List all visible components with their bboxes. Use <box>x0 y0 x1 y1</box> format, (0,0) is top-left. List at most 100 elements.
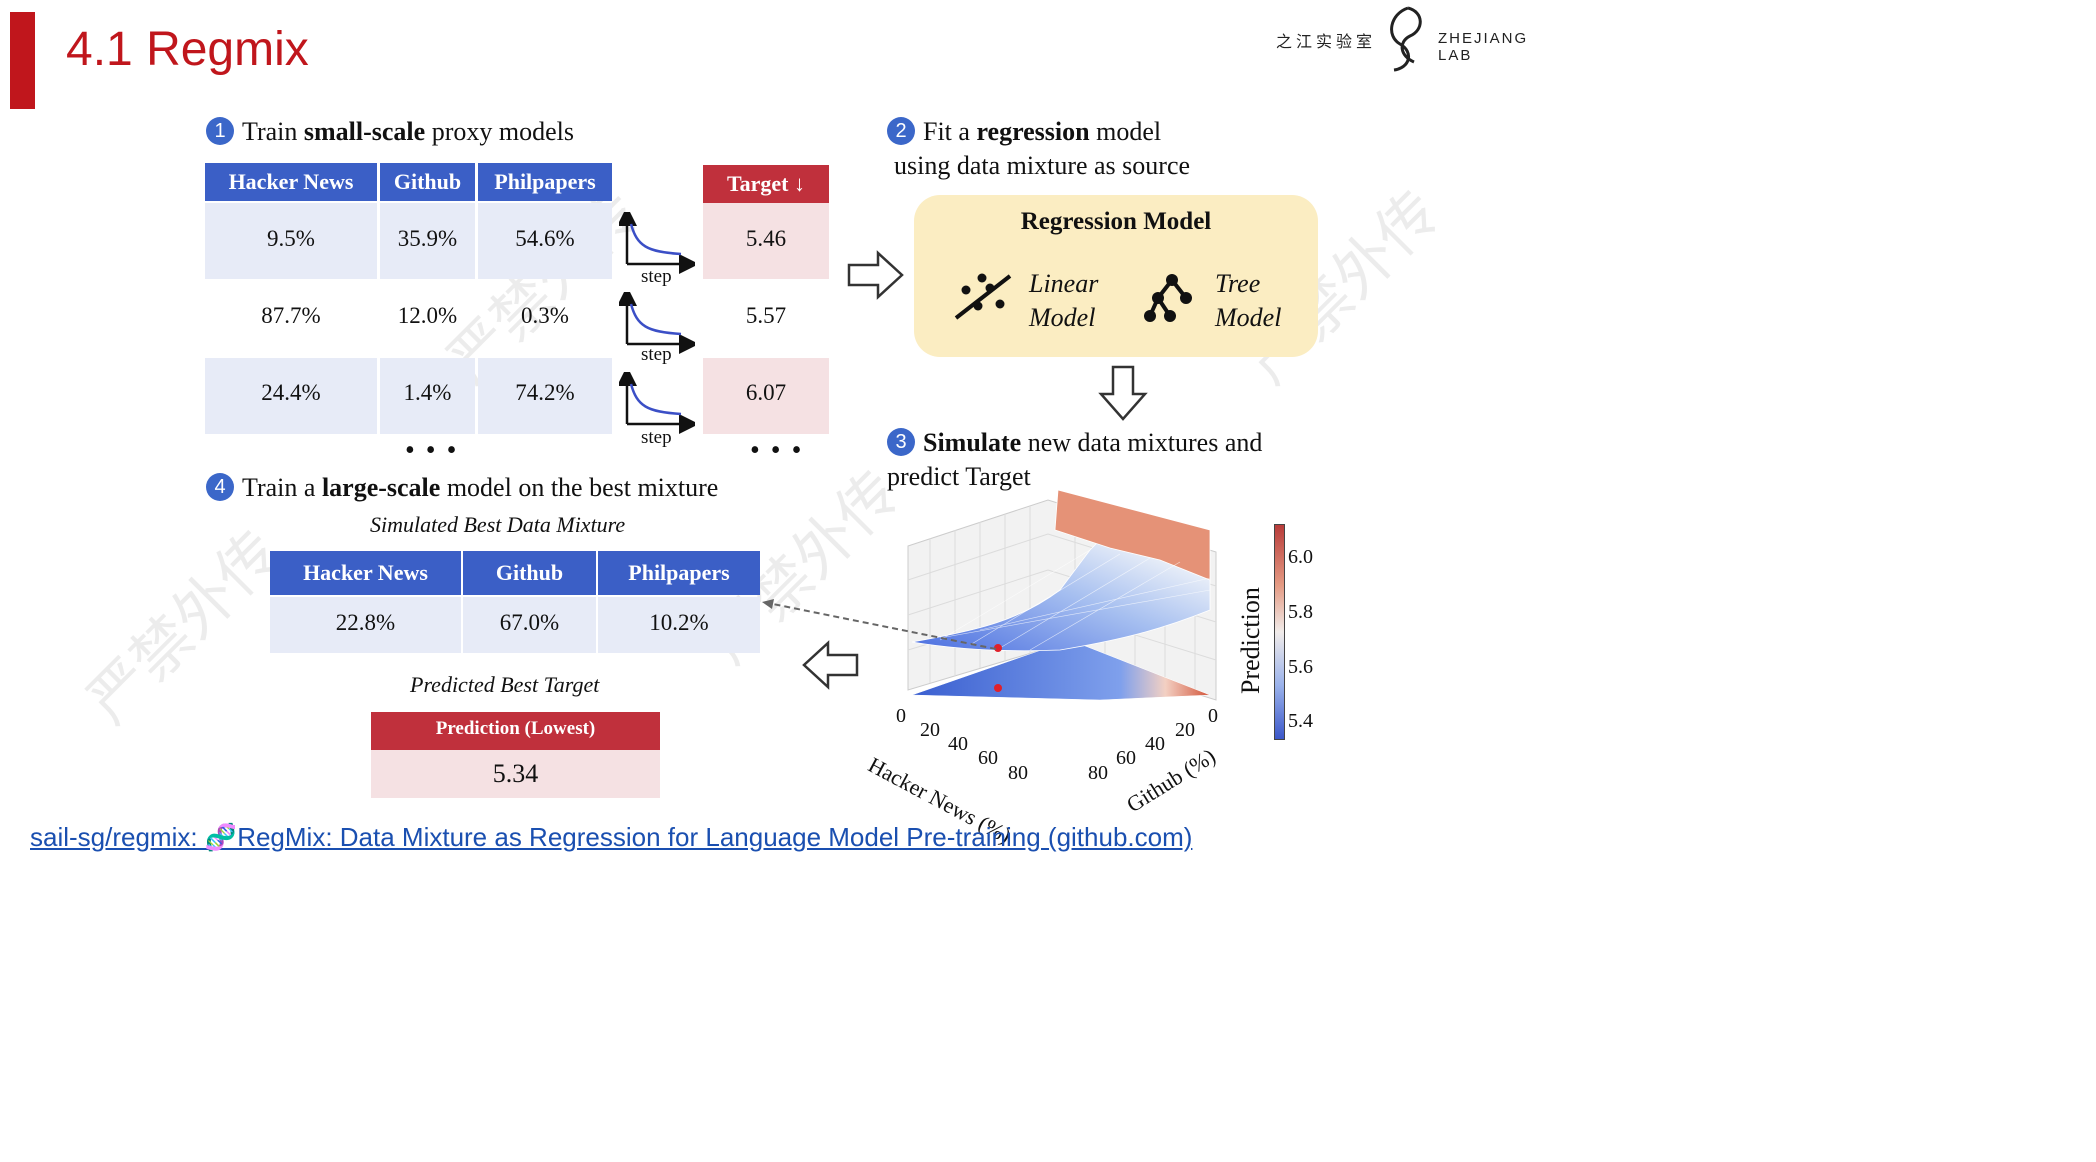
table4-header-github: Github <box>463 551 596 595</box>
table-cell-bg <box>205 358 377 434</box>
table-row-3-target: 6.07 <box>745 380 787 405</box>
colorbar-tick: 6.0 <box>1288 546 1313 568</box>
step-axis-label: step <box>641 427 672 448</box>
step-number-badge: 3 <box>887 428 915 456</box>
table-row-1-hacker-news: 9.5% <box>267 226 315 251</box>
step3-heading: 3 Simulate new data mixtures and <box>887 428 1262 458</box>
table-cell-bg <box>478 203 612 279</box>
watermark: 严禁外传 <box>75 519 293 736</box>
linear-model-label: Linear Model <box>1029 267 1098 335</box>
tree-model-label: Tree Model <box>1215 267 1281 335</box>
simulated-mixture-caption: Simulated Best Data Mixture <box>370 512 626 537</box>
step1-heading: 1 Train small-scale proxy models <box>206 117 574 147</box>
y-tick: 0 <box>1208 705 1218 727</box>
table-cell-bg <box>205 203 377 279</box>
table-row-2-github: 12.0% <box>397 303 458 328</box>
step2-heading: 2 Fit a regression model <box>887 117 1161 147</box>
best-mixture-philpapers: 10.2% <box>649 610 709 635</box>
y-tick: 20 <box>1175 719 1195 741</box>
y-tick: 60 <box>1116 747 1136 769</box>
colorbar-tick: 5.8 <box>1288 601 1313 623</box>
table4-header-philpapers: Philpapers <box>598 551 760 595</box>
step2-subheading: using data mixture as source <box>894 151 1191 180</box>
table-cell-bg <box>380 358 475 434</box>
table1-header-hacker-news: Hacker News <box>205 163 377 201</box>
decision-tree-icon <box>1144 274 1192 322</box>
prediction-surface-plot <box>907 490 1217 701</box>
step3-subheading: predict Target <box>887 462 1031 491</box>
best-mixture-github: 67.0% <box>499 610 560 635</box>
loss-curve-icon <box>619 372 695 434</box>
table-cell-bg <box>703 358 829 434</box>
arrow-down-icon <box>1098 365 1148 421</box>
arrow-left-icon <box>802 640 859 690</box>
table-cell-bg <box>463 597 596 653</box>
table1-header-philpapers: Philpapers <box>478 163 612 201</box>
step1-text-pre: Train <box>242 117 304 146</box>
colorbar-tick: 5.4 <box>1288 710 1313 732</box>
step3-text-bold: Simulate <box>923 428 1022 457</box>
ellipsis: • • • <box>750 435 804 466</box>
linear-regression-icon <box>954 273 1012 320</box>
loss-curve-icon <box>619 292 695 354</box>
table-row-2-philpapers: 0.3% <box>521 303 569 328</box>
step1-text-post: proxy models <box>425 117 574 146</box>
prediction-value: 5.34 <box>371 750 660 798</box>
x-tick: 40 <box>948 733 968 755</box>
x-tick: 0 <box>896 705 906 727</box>
arrow-right-icon <box>847 250 904 300</box>
table-cell-bg <box>270 597 461 653</box>
x-tick: 60 <box>978 747 998 769</box>
y-tick: 40 <box>1145 733 1165 755</box>
step-number-badge: 1 <box>206 117 234 145</box>
regmix-github-link[interactable]: sail-sg/regmix: 🧬RegMix: Data Mixture as… <box>30 822 1193 852</box>
best-mixture-pointer-arrow <box>762 599 997 650</box>
table-row-1-github: 35.9% <box>397 226 458 251</box>
colorbar-tick: 5.6 <box>1288 656 1313 678</box>
table-row-3-hacker-news: 24.4% <box>261 380 321 405</box>
linear-model-label-line2: Model <box>1029 303 1096 332</box>
predicted-target-caption: Predicted Best Target <box>410 672 600 697</box>
title-accent-bar <box>10 12 35 109</box>
step4-text-pre: Train a <box>242 473 322 502</box>
step4-heading: 4 Train a large-scale model on the best m… <box>206 473 718 503</box>
y-tick: 80 <box>1088 762 1108 784</box>
tree-model-label-line2: Model <box>1215 303 1282 332</box>
step4-text-bold: large-scale <box>321 473 441 502</box>
best-mixture-hacker-news: 22.8% <box>335 610 396 635</box>
step1-text-bold: small-scale <box>303 117 426 146</box>
logo-text-cn: 之江实验室 <box>1276 34 1377 51</box>
page-title: 4.1 Regmix <box>66 23 309 76</box>
table-cell-bg <box>598 597 760 653</box>
step2-text-pre: Fit a <box>923 117 977 146</box>
table-row-2-hacker-news: 87.7% <box>261 303 321 328</box>
step2-text-post: model <box>1089 117 1162 146</box>
step-axis-label: step <box>641 266 672 287</box>
table4-header-hacker-news: Hacker News <box>270 551 461 595</box>
regression-model-title: Regression Model <box>1020 208 1212 235</box>
step-number-badge: 4 <box>206 473 234 501</box>
table-row-1-philpapers: 54.6% <box>515 226 575 251</box>
logo-text-en: ZHEJIANG LAB <box>1438 30 1529 64</box>
linear-model-label-line1: Linear <box>1029 269 1099 298</box>
colorbar <box>1274 524 1285 740</box>
ellipsis: • • • <box>405 435 459 466</box>
step4-text-post: model on the best mixture <box>440 473 719 502</box>
table-row-3-philpapers: 74.2% <box>515 380 575 405</box>
colorbar-label: Prediction <box>1236 587 1265 694</box>
table-row-2-target: 5.57 <box>745 303 787 328</box>
table-row-1-target: 5.46 <box>745 226 787 251</box>
table-cell-bg <box>380 203 475 279</box>
step2-text-bold: regression <box>976 117 1090 146</box>
loss-curve-icon <box>619 212 695 274</box>
step-axis-label: step <box>641 344 672 365</box>
table-cell-bg <box>703 203 829 279</box>
zhejiang-lab-logo-icon <box>1390 6 1422 72</box>
table-cell-bg <box>478 358 612 434</box>
prediction-header: Prediction (Lowest) <box>371 712 660 750</box>
table-row-3-github: 1.4% <box>403 380 452 405</box>
table1-header-github: Github <box>380 163 475 201</box>
step-number-badge: 2 <box>887 117 915 145</box>
tree-model-label-line1: Tree <box>1215 269 1261 298</box>
x-tick: 80 <box>1008 762 1028 784</box>
